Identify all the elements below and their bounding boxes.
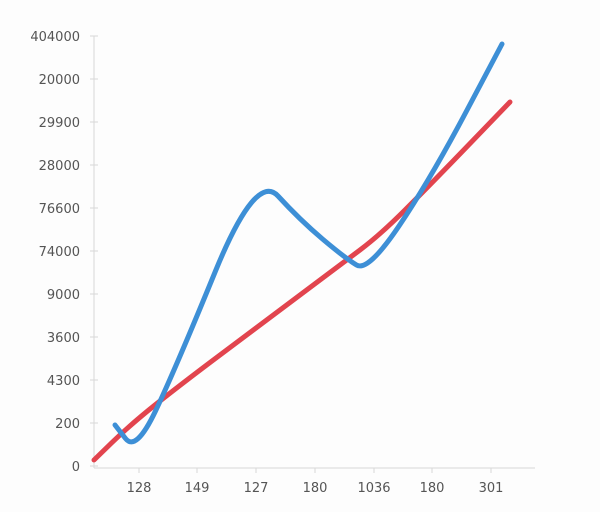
- x-tick-label: 1036: [357, 481, 390, 496]
- y-tick-label: 4300: [47, 374, 80, 389]
- x-tick-label: 301: [479, 481, 504, 496]
- y-tick-label: 3600: [47, 331, 80, 346]
- series-blue-line: [112, 41, 505, 445]
- x-tick-label: 149: [185, 481, 210, 496]
- x-tick-label: 180: [420, 481, 445, 496]
- y-tick-label: 0: [72, 460, 80, 475]
- y-axis: 0 200 4300 3600 9000 74000 76600 28000 29900 2000…: [30, 30, 98, 475]
- y-tick-label: 28000: [39, 159, 80, 174]
- y-tick-label: 404000: [30, 30, 80, 45]
- y-tick-label: 74000: [39, 245, 80, 260]
- x-tick-label: 127: [244, 481, 269, 496]
- corner-text: · · ·: [506, 0, 522, 5]
- x-axis: 128 149 127 180 1036 180 301: [94, 467, 535, 496]
- y-tick-label: 200: [55, 417, 80, 432]
- x-tick-label: 128: [127, 481, 152, 496]
- y-tick-label: 76600: [39, 202, 80, 217]
- y-tick-label: 20000: [39, 73, 80, 88]
- y-tick-label: 29900: [39, 116, 80, 131]
- x-tick-label: 180: [303, 481, 328, 496]
- series-lines: [91, 41, 513, 463]
- y-tick-label: 9000: [47, 288, 80, 303]
